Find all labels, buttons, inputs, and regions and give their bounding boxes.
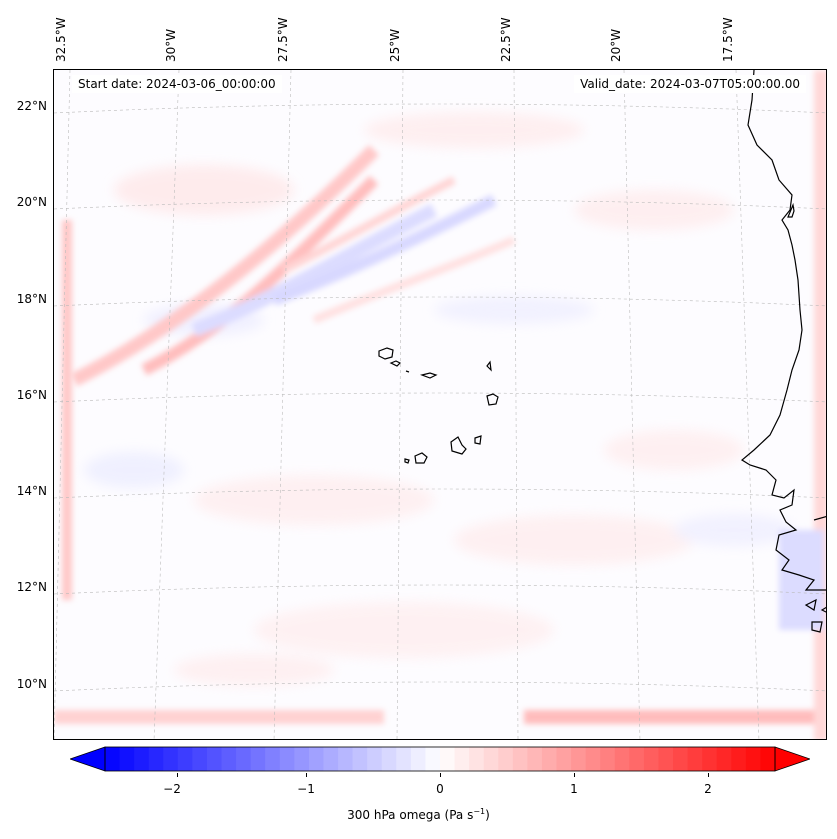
diagonal-bands [70, 145, 516, 387]
colorbar-step [221, 747, 237, 771]
colorbar-step [687, 747, 703, 771]
colorbar-step [760, 747, 776, 771]
colorbar-tickmark [440, 773, 441, 777]
lon-label-32-5w: 32.5°W [54, 17, 68, 62]
colorbar-step [643, 747, 659, 771]
colorbar-step [206, 747, 223, 771]
cape-verde-islands [378, 347, 499, 464]
colorbar-step [323, 747, 339, 771]
colorbar-tick-label: −1 [297, 782, 315, 796]
mainland-coast [740, 70, 826, 591]
colorbar-step [294, 747, 310, 771]
colorbar-step [658, 747, 674, 771]
colorbar-tickmark [177, 773, 178, 777]
colorbar-step [527, 747, 543, 771]
lon-label-20w: 20°W [609, 28, 623, 62]
colorbar-step [177, 747, 193, 771]
colorbar-step [105, 747, 121, 771]
lat-label-22n: 22°N [16, 99, 47, 113]
santiago-island [450, 436, 467, 455]
colorbar-step [585, 747, 601, 771]
colorbar-step [440, 747, 456, 771]
colorbar-tick-label: 0 [436, 782, 444, 796]
colorbar-step [236, 747, 252, 771]
colorbar-step [716, 747, 732, 771]
santo-antao-island [378, 347, 394, 360]
colorbar-max-extension [774, 746, 812, 772]
colorbar-step [148, 747, 164, 771]
colorbar-label: 300 hPa omega (Pa s−1) [347, 807, 490, 822]
african-coastline [740, 70, 826, 633]
lon-label-30w: 30°W [164, 28, 178, 62]
colorbar-tick-label: 2 [704, 782, 712, 796]
brava-island [404, 458, 410, 464]
colorbar-step [381, 747, 397, 771]
colorbar-step [265, 747, 281, 771]
colorbar-step [541, 747, 558, 771]
colorbar-step [134, 747, 150, 771]
colorbar-step [250, 747, 266, 771]
colorbar-step [498, 747, 514, 771]
colorbar-step [367, 747, 383, 771]
omega-field-map [54, 70, 826, 739]
maio-island [474, 435, 482, 445]
lon-label-17-5w: 17.5°W [721, 17, 735, 62]
colorbar-step [571, 747, 587, 771]
colorbar-step [396, 747, 412, 771]
colorbar-step [192, 747, 208, 771]
sao-vicente-island [389, 360, 402, 367]
start-date-label: Start date: 2024-03-06_00:00:00 [72, 75, 282, 93]
lat-label-14n: 14°N [16, 484, 47, 498]
colorbar-border [104, 746, 776, 772]
boa-vista-island [486, 393, 499, 406]
lon-label-25w: 25°W [388, 28, 402, 62]
colorbar-step [454, 747, 470, 771]
colorbar-step [338, 747, 354, 771]
lon-label-22-5w: 22.5°W [499, 17, 513, 62]
colorbar-step [308, 747, 324, 771]
colorbar-step [629, 747, 645, 771]
colorbar-step [512, 747, 528, 771]
colorbar-step [483, 747, 499, 771]
sao-nicolau-island [419, 372, 438, 379]
lat-label-20n: 20°N [16, 195, 47, 209]
colorbar-step [745, 747, 761, 771]
colorbar-step [702, 747, 718, 771]
colorbar-step [163, 747, 179, 771]
boundary-bands [54, 70, 826, 739]
colorbar-step [119, 747, 135, 771]
colorbar-step [352, 747, 368, 771]
colorbar-step [279, 747, 295, 771]
colorbar-tickmark [574, 773, 575, 777]
colorbar-step [600, 747, 616, 771]
colorbar-step [673, 747, 689, 771]
lat-label-18n: 18°N [16, 292, 47, 306]
fogo-island [414, 452, 428, 464]
colorbar-step [731, 747, 747, 771]
sal-island [486, 360, 492, 372]
lat-label-16n: 16°N [16, 388, 47, 402]
colorbar-graphic [68, 746, 812, 772]
colorbar-tickmark [306, 773, 307, 777]
valid-date-label: Valid_date: 2024-03-07T05:00:00.00 [574, 75, 806, 93]
colorbar-step [469, 747, 485, 771]
colorbar [68, 745, 812, 773]
colorbar-tick-label: −2 [163, 782, 181, 796]
colorbar-tickmark [708, 773, 709, 777]
lat-label-12n: 12°N [16, 580, 47, 594]
colorbar-step [410, 747, 426, 771]
lon-label-27-5w: 27.5°W [276, 17, 290, 62]
map-panel [53, 69, 827, 740]
colorbar-step [425, 747, 441, 771]
colorbar-step [614, 747, 630, 771]
colorbar-tick-label: 1 [570, 782, 578, 796]
colorbar-min-extension [68, 746, 106, 772]
lat-label-10n: 10°N [16, 677, 47, 691]
colorbar-step [556, 747, 572, 771]
graticule [54, 70, 826, 739]
